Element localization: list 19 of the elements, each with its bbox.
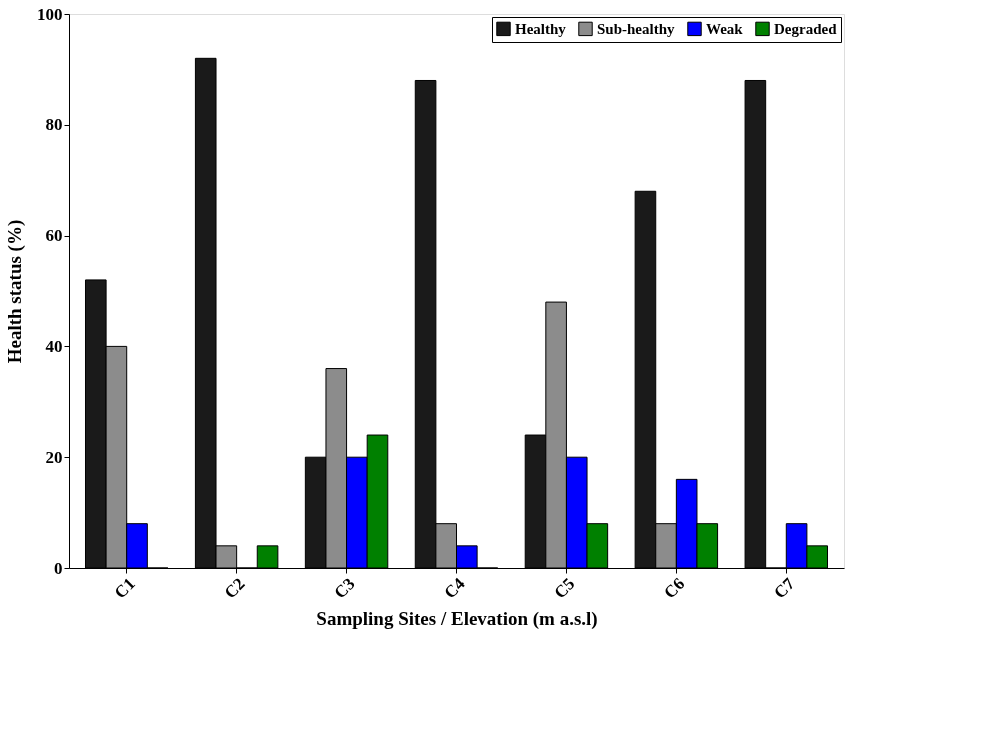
y-tick-label: 100	[37, 4, 63, 24]
y-tick-label: 0	[54, 558, 63, 578]
x-tick-label: C1	[110, 574, 139, 603]
x-tick-label: C4	[440, 573, 469, 603]
y-tick-label: 80	[45, 115, 63, 135]
x-tick-label: C6	[660, 574, 689, 603]
legend-label: Degraded	[774, 20, 838, 37]
legend-label: Weak	[706, 20, 744, 37]
y-tick-label: 60	[45, 226, 63, 246]
legend-label: Sub-healthy	[597, 20, 676, 37]
x-tick-label: C2	[220, 574, 249, 603]
y-axis-title: Health status (%)	[4, 219, 26, 364]
x-tick-label: C5	[550, 574, 579, 603]
x-axis-title: Sampling Sites / Elevation (m a.s.l)	[316, 607, 598, 630]
y-tick-label: 40	[45, 336, 63, 356]
x-tick-label: C3	[330, 574, 359, 603]
y-tick-label: 20	[45, 447, 63, 467]
legend-label: Healthy	[515, 20, 567, 37]
x-tick-label: C7	[770, 573, 799, 603]
